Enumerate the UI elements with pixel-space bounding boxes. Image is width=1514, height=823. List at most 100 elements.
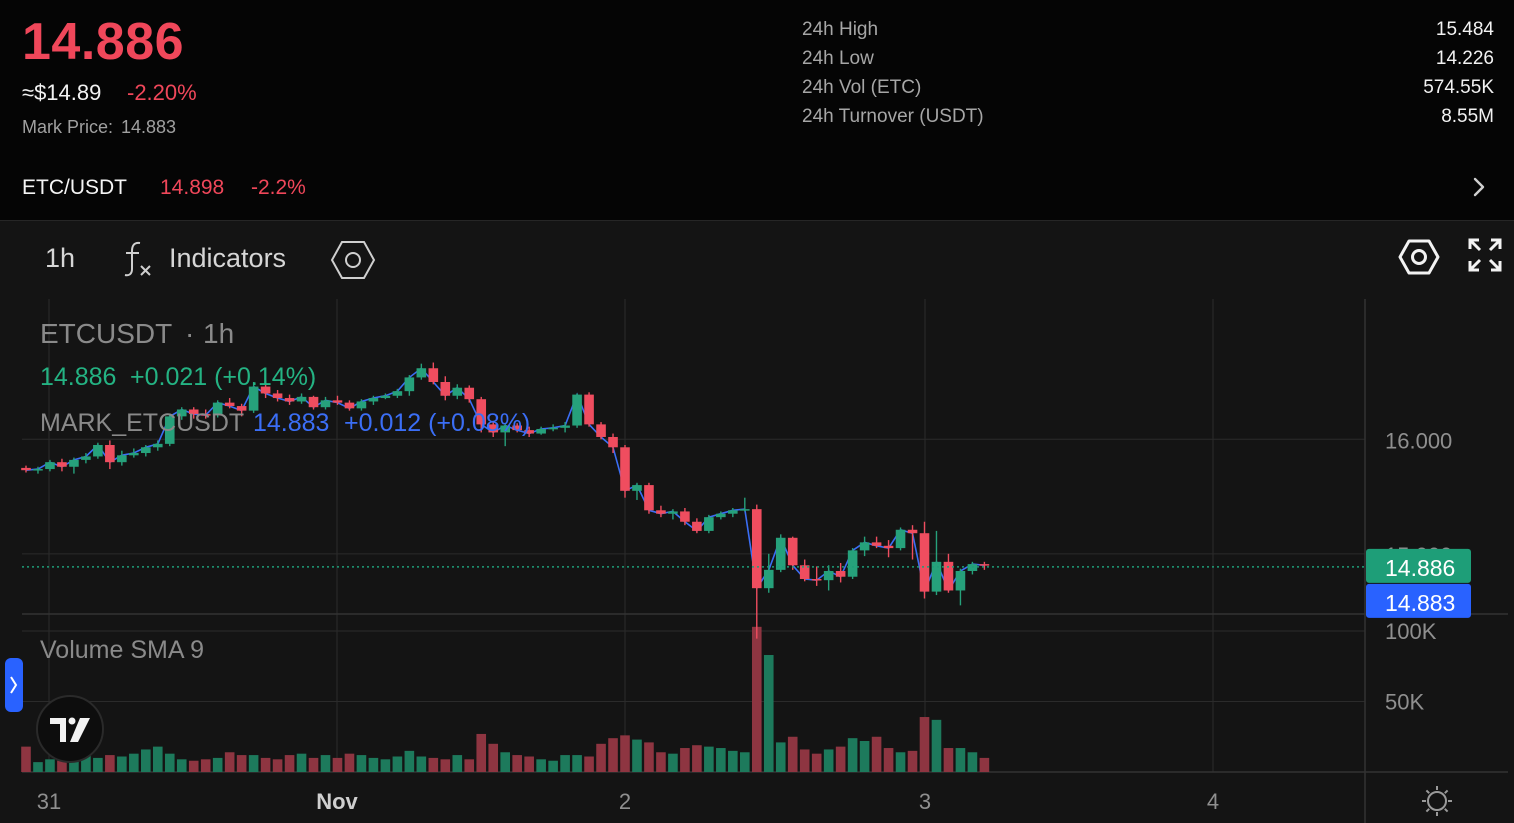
indicators-button[interactable]: Indicators <box>169 243 287 273</box>
volume-bar <box>775 742 786 772</box>
volume-bar <box>680 748 690 772</box>
volume-bars <box>21 626 990 772</box>
stat-24h-turnover: 24h Turnover (USDT) 8.55M <box>802 105 1494 134</box>
candle-body <box>248 386 259 411</box>
volume-bar <box>368 757 379 772</box>
candle-body <box>188 409 199 415</box>
pair-selector[interactable]: ETC/USDT 14.898 -2.2% <box>0 168 1514 208</box>
volume-bar <box>152 746 163 772</box>
time-axis-label: 2 <box>619 789 631 814</box>
candle-body <box>117 455 127 463</box>
candle-body <box>392 391 403 396</box>
last-price-badge-text: 14.886 <box>1385 555 1455 581</box>
chart-toolbar: 1h Indicators <box>0 221 1514 299</box>
legend-separator: · <box>185 318 194 349</box>
gear-icon[interactable] <box>1398 236 1440 278</box>
stat-value: 574.55K <box>1423 77 1494 98</box>
volume-bar <box>356 755 367 772</box>
volume-bar <box>344 753 355 772</box>
candle-body <box>895 529 906 549</box>
stat-label: 24h Low <box>802 48 874 69</box>
volume-bar <box>548 760 558 772</box>
volume-bar <box>608 738 618 772</box>
volume-bar <box>787 736 798 772</box>
candle-body <box>57 462 67 467</box>
volume-bar <box>847 738 858 772</box>
volume-bar <box>871 736 882 772</box>
volume-bar <box>883 748 894 772</box>
volume-bar <box>308 757 319 772</box>
pair-price: 14.898 <box>160 176 225 199</box>
volume-bar <box>332 757 343 772</box>
candle-body <box>955 571 966 591</box>
volume-bar <box>81 755 91 772</box>
candle-body <box>260 386 271 394</box>
volume-bar <box>740 752 750 772</box>
candle-body <box>740 509 750 511</box>
volume-bar <box>69 757 79 772</box>
candle-body <box>704 517 714 531</box>
candle-body <box>500 425 510 433</box>
volume-bar <box>524 756 534 772</box>
volume-bar <box>416 756 427 772</box>
candle-body <box>883 545 894 549</box>
candle-body <box>835 571 846 577</box>
volume-bar <box>955 748 966 772</box>
side-panel-toggle[interactable] <box>5 658 23 712</box>
chart-panel: 1h Indicators 15.00016.00050K100K31Nov23… <box>0 220 1514 823</box>
candle-body <box>141 447 151 454</box>
volume-bar <box>811 753 822 772</box>
candle-body <box>224 402 235 407</box>
candle-body <box>596 424 606 437</box>
candle-body <box>979 564 990 566</box>
candle-body <box>524 430 534 434</box>
expand-icon[interactable] <box>1466 236 1504 274</box>
candle-body <box>81 456 91 460</box>
candle-body <box>763 569 774 589</box>
interval-button[interactable]: 1h <box>45 243 76 273</box>
legend-price: 14.886 <box>40 363 116 391</box>
chevron-right-icon[interactable] <box>1466 174 1492 200</box>
candle-body <box>380 395 391 399</box>
volume-bar <box>141 749 151 772</box>
volume-bar <box>176 759 187 772</box>
last-price: 14.886 <box>22 13 185 71</box>
volume-bar <box>272 759 283 772</box>
volume-bar <box>967 752 978 772</box>
volume-bar <box>632 739 642 772</box>
function-icon[interactable] <box>120 239 154 279</box>
candle-body <box>488 424 499 433</box>
stat-24h-low: 24h Low 14.226 <box>802 47 1494 76</box>
candle-body <box>105 445 115 463</box>
candle-body <box>584 394 594 425</box>
volume-bar <box>536 759 546 772</box>
candle-body <box>859 542 870 551</box>
volume-bar <box>943 748 954 772</box>
candle-body <box>33 469 43 471</box>
mark-price-value: 14.883 <box>121 117 177 137</box>
volume-bar <box>440 759 451 772</box>
volume-bar <box>404 750 415 772</box>
volume-bar <box>512 755 522 772</box>
candle-body <box>152 443 163 448</box>
candle-body <box>236 406 247 411</box>
candle-body <box>45 462 55 470</box>
hexagon-icon[interactable] <box>330 239 376 281</box>
volume-bar <box>476 733 487 772</box>
candle-body <box>871 542 882 546</box>
sun-gear-icon[interactable] <box>1422 786 1452 816</box>
candle-body <box>775 537 786 570</box>
candle-body <box>847 550 858 577</box>
candle-body <box>129 453 139 456</box>
tradingview-logo[interactable] <box>36 695 104 763</box>
candle-body <box>356 401 367 409</box>
candle-body <box>212 402 223 416</box>
volume-bar <box>45 759 55 772</box>
volume-bar <box>260 757 271 772</box>
volume-bar <box>560 755 570 772</box>
volume-bar <box>931 719 942 772</box>
candle-body <box>344 402 355 409</box>
candle-body <box>644 485 654 511</box>
volume-bar <box>644 742 654 772</box>
